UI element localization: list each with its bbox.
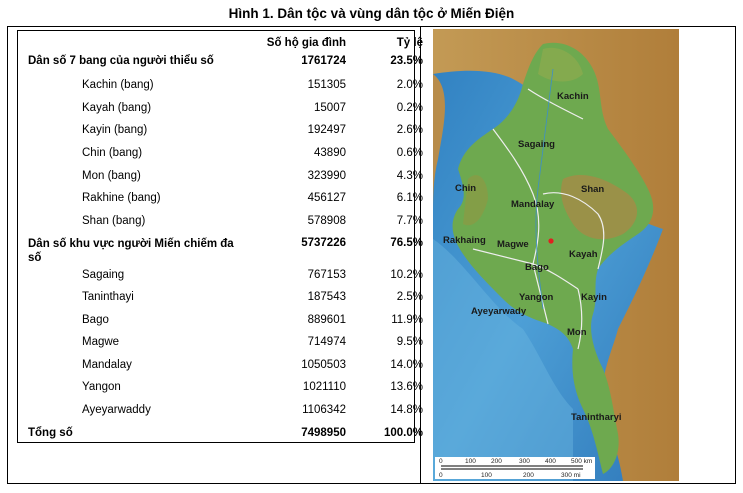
row-population: 714974 [307,336,346,348]
population-table: Số hộ gia đình Tỷ lệ Dân số 7 bang của n… [17,30,423,443]
map-label-mon: Mon [567,327,587,338]
row-name: Rakhine (bang) [82,192,161,204]
row-population: 5737226 [301,237,346,249]
map-label-mandalay: Mandalay [511,199,555,210]
row-name: Chin (bang) [82,147,143,159]
row-ratio: 10.2% [390,269,423,281]
row-name: Bago [82,314,109,326]
row-ratio: 2.0% [396,79,423,91]
row-population: 15007 [314,102,346,114]
header-population: Số hộ gia đình [266,37,346,49]
row-population: 187543 [307,291,346,303]
row-ratio: 6.1% [396,192,423,204]
map-svg: Kachin Sagaing Chin Shan Mandalay Magwe … [433,29,679,481]
map-label-sagaing: Sagaing [518,139,555,150]
row-population: 767153 [307,269,346,281]
row-ratio: 23.5% [390,55,423,67]
row-ratio: 11.9% [391,314,423,326]
row-name: Yangon [82,381,121,393]
figure-frame [7,26,736,484]
scale-mi-300: 300 mi [561,472,581,479]
row-name: Dân số 7 bang của người thiểu số [28,55,214,67]
row-name: Magwe [82,336,120,348]
scale-mi-200: 200 [523,472,534,479]
row-name: Kachin (bang) [82,79,154,91]
row-ratio: 14.0% [390,359,423,371]
scale-km-500: 500 km [571,458,592,465]
scale-km-300: 300 [519,458,530,465]
row-name: Kayin (bang) [82,124,148,136]
map-label-kachin: Kachin [557,91,589,102]
row-population: 1050503 [301,359,346,371]
scale-mi-0: 0 [439,472,443,479]
row-ratio: 9.5% [396,336,423,348]
row-ratio: 100.0% [383,427,423,439]
row-population: 151305 [307,79,346,91]
map-label-kayah: Kayah [569,249,598,260]
scale-mi-100: 100 [481,472,492,479]
map-label-yangon: Yangon [519,292,554,303]
capital-marker [548,238,554,244]
row-ratio: 2.6% [396,124,423,136]
row-ratio: 76.5% [390,237,423,249]
row-name: Mon (bang) [82,170,141,182]
myanmar-land [452,42,654,474]
scale-km-400: 400 [545,458,556,465]
map-scale-bar: 0 100 200 300 400 500 km 0 100 200 300 m… [435,457,595,479]
row-population: 578908 [307,215,346,227]
row-ratio: 4.3% [396,170,423,182]
myanmar-map: Kachin Sagaing Chin Shan Mandalay Magwe … [433,29,679,481]
row-ratio: 0.2% [396,102,423,114]
row-population: 889601 [307,314,346,326]
row-name: Dân số khu vực người Miến chiếm đa số [28,238,234,264]
scale-km-200: 200 [491,458,502,465]
header-ratio: Tỷ lệ [396,37,423,49]
column-divider [420,26,421,484]
row-ratio: 2.5% [396,291,423,303]
row-ratio: 13.6% [390,381,423,393]
map-label-rakhaing: Rakhaing [443,235,486,246]
row-population: 1021110 [302,381,346,393]
row-population: 1106342 [302,404,346,416]
row-name: Shan (bang) [82,215,146,227]
row-population: 192497 [307,124,346,136]
row-name: Mandalay [82,359,132,371]
row-name: Kayah (bang) [82,102,152,114]
row-name: Sagaing [82,269,125,281]
map-label-shan: Shan [581,184,604,195]
map-label-kayin: Kayin [581,292,607,303]
row-ratio: 0.6% [396,147,423,159]
row-name: Taninthayi [82,291,134,303]
row-name: Tổng số [28,427,73,439]
map-label-magwe: Magwe [497,239,529,250]
scale-km-100: 100 [465,458,476,465]
row-population: 456127 [307,192,346,204]
scale-km-0: 0 [439,458,443,465]
row-ratio: 7.7% [396,215,423,227]
row-population: 323990 [307,170,346,182]
map-label-tanintharyi: Tanintharyi [571,412,622,423]
map-label-chin: Chin [455,183,476,194]
row-population: 43890 [314,147,346,159]
row-name: Ayeyarwaddy [82,404,151,416]
row-ratio: 14.8% [390,404,423,416]
map-label-bago: Bago [525,262,549,273]
row-population: 7498950 [301,427,346,439]
map-label-ayeyarwady: Ayeyarwady [471,306,527,317]
figure-title: Hình 1. Dân tộc và vùng dân tộc ở Miến Đ… [228,6,515,21]
row-population: 1761724 [301,55,346,67]
